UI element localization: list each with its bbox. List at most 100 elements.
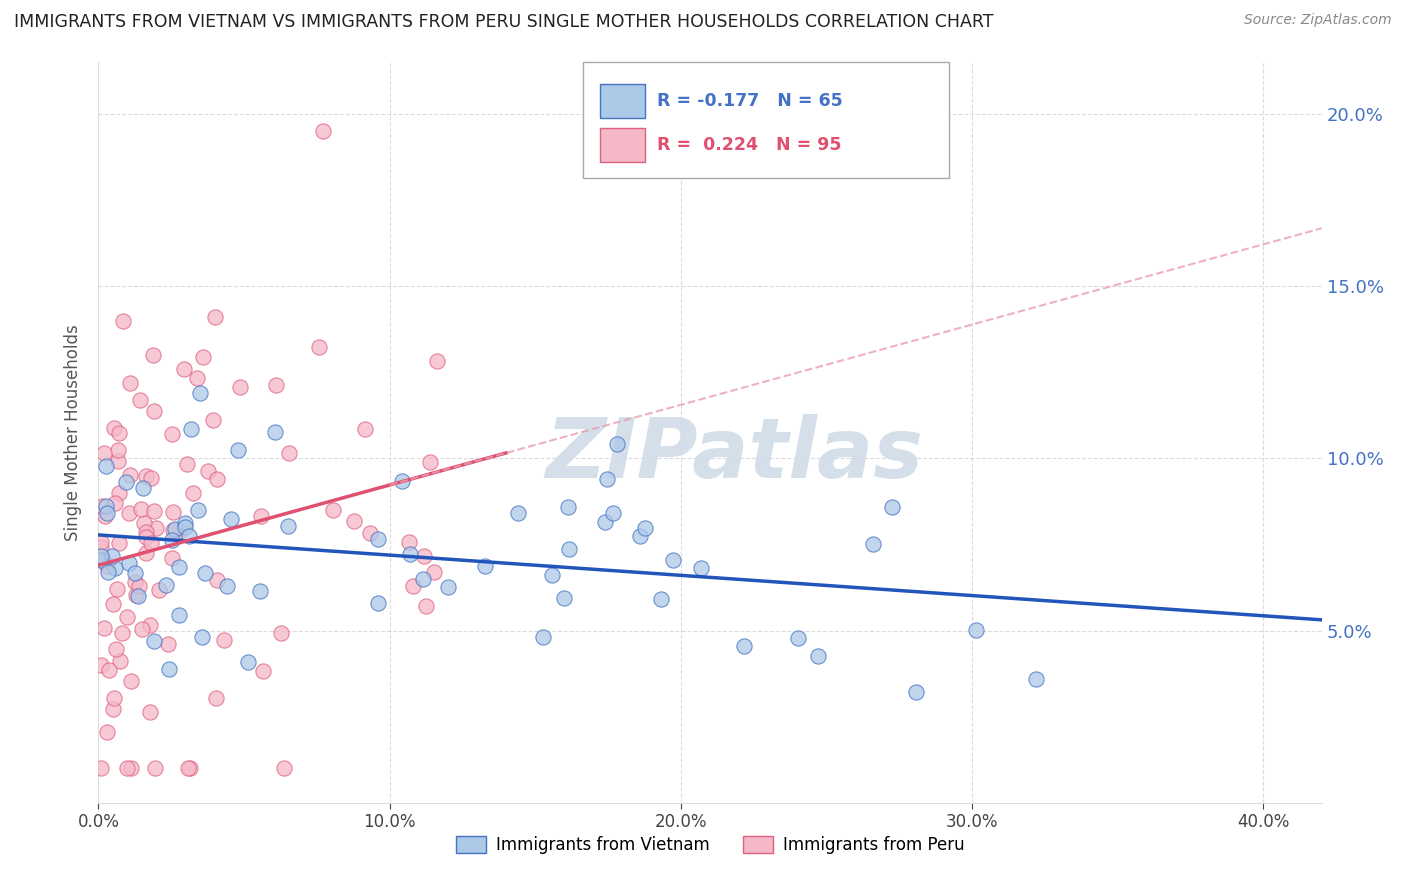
Point (108, 425, 131, 440)
Point (111, 314, 134, 328)
Point (94, 509, 117, 524)
Point (103, 597, 125, 611)
Point (148, 582, 170, 597)
Point (188, 386, 211, 401)
Point (367, 532, 389, 546)
Point (787, 631, 810, 645)
Point (593, 515, 616, 529)
Point (104, 561, 127, 575)
Point (219, 511, 242, 525)
Point (96, 559, 118, 574)
Point (135, 469, 157, 483)
Point (143, 504, 166, 518)
Point (965, 623, 987, 637)
Point (733, 640, 755, 654)
Point (105, 582, 128, 596)
Point (263, 425, 285, 439)
Point (135, 530, 157, 544)
Point (807, 648, 830, 663)
Point (176, 457, 198, 471)
Point (264, 377, 287, 392)
Point (135, 525, 157, 540)
Point (399, 547, 422, 561)
Point (96, 459, 118, 474)
Point (277, 518, 299, 533)
Point (880, 500, 903, 515)
Text: R =  0.224   N = 95: R = 0.224 N = 95 (657, 136, 841, 154)
Point (132, 516, 155, 530)
Point (177, 528, 200, 542)
Point (391, 474, 413, 488)
Point (127, 589, 149, 603)
Point (415, 599, 437, 613)
Point (312, 124, 335, 138)
Point (205, 574, 228, 588)
Point (135, 546, 157, 560)
Point (595, 473, 617, 487)
Point (107, 442, 129, 457)
Point (139, 618, 162, 632)
Point (162, 523, 184, 537)
Point (204, 310, 226, 324)
Point (205, 691, 228, 706)
Point (191, 350, 214, 364)
Point (423, 565, 446, 579)
Point (107, 454, 129, 468)
Text: ZIPatlas: ZIPatlas (546, 414, 924, 495)
Point (129, 502, 152, 516)
Point (602, 506, 624, 520)
Point (308, 340, 330, 354)
Point (212, 633, 235, 648)
Point (650, 591, 672, 606)
Point (105, 642, 128, 657)
Point (117, 761, 139, 775)
Point (104, 496, 127, 510)
Point (90, 541, 112, 555)
Point (120, 467, 142, 482)
Point (250, 508, 273, 523)
Point (273, 761, 295, 775)
Point (90, 499, 112, 513)
Point (179, 761, 201, 775)
Point (508, 506, 530, 520)
Point (277, 446, 299, 460)
Point (398, 534, 420, 549)
Point (252, 664, 274, 678)
Point (270, 626, 292, 640)
Point (531, 630, 554, 644)
Point (412, 549, 434, 564)
Point (128, 579, 150, 593)
Point (419, 455, 441, 469)
Point (90, 549, 112, 564)
Point (132, 481, 155, 495)
Point (157, 662, 180, 676)
Point (202, 413, 225, 427)
Point (90, 535, 112, 549)
Point (128, 393, 150, 408)
Point (145, 521, 167, 535)
Point (541, 568, 564, 582)
Point (557, 500, 579, 515)
Point (98, 663, 121, 677)
Point (143, 404, 166, 418)
Point (402, 579, 425, 593)
Point (111, 626, 134, 640)
Point (354, 422, 377, 436)
Point (426, 354, 449, 368)
Point (96, 724, 118, 739)
Point (103, 421, 125, 435)
Point (118, 506, 141, 520)
Point (120, 376, 142, 390)
Point (120, 673, 142, 688)
Point (93, 553, 115, 567)
Point (108, 486, 131, 500)
Point (553, 591, 575, 605)
Point (120, 761, 142, 775)
Text: IMMIGRANTS FROM VIETNAM VS IMMIGRANTS FROM PERU SINGLE MOTHER HOUSEHOLDS CORRELA: IMMIGRANTS FROM VIETNAM VS IMMIGRANTS FR… (14, 13, 994, 31)
Point (1025, 672, 1047, 686)
Point (124, 566, 146, 580)
Point (249, 584, 271, 599)
Point (93, 621, 115, 635)
Point (226, 442, 249, 457)
Point (90, 657, 112, 672)
